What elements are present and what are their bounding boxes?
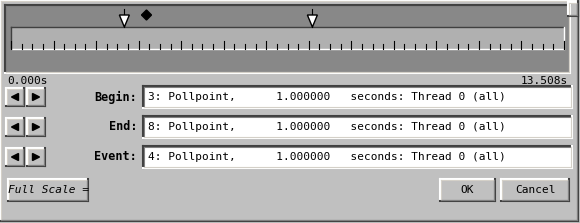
Bar [27, 118, 45, 136]
Text: 4: Pollpoint,      1.000000   seconds: Thread 0 (all): 4: Pollpoint, 1.000000 seconds: Thread 0… [148, 152, 506, 162]
Bar [440, 179, 495, 201]
Polygon shape [307, 15, 317, 27]
Text: 13.508s: 13.508s [521, 76, 568, 86]
Bar [6, 88, 24, 106]
Text: 8: Pollpoint,      1.000000   seconds: Thread 0 (all): 8: Pollpoint, 1.000000 seconds: Thread 0… [148, 122, 506, 132]
Bar [143, 146, 572, 168]
Polygon shape [12, 93, 19, 101]
Text: Full Scale =: Full Scale = [8, 185, 89, 195]
Polygon shape [32, 124, 39, 130]
Bar [6, 118, 24, 136]
Bar [568, 2, 578, 16]
Bar [143, 86, 572, 108]
Polygon shape [32, 93, 39, 101]
Bar [5, 5, 570, 73]
Bar [27, 148, 45, 166]
Text: End:: End: [108, 120, 137, 134]
Bar [501, 179, 569, 201]
Text: Event:: Event: [94, 151, 137, 163]
Bar [11, 27, 564, 49]
Polygon shape [119, 15, 129, 27]
Polygon shape [12, 124, 19, 130]
Bar [6, 148, 24, 166]
Text: Cancel: Cancel [515, 185, 555, 195]
Polygon shape [32, 153, 39, 161]
Bar [8, 179, 88, 201]
Polygon shape [12, 153, 19, 161]
Polygon shape [142, 10, 151, 20]
Text: Begin:: Begin: [94, 91, 137, 103]
Bar [27, 88, 45, 106]
Text: 0.000s: 0.000s [7, 76, 48, 86]
Text: 3: Pollpoint,      1.000000   seconds: Thread 0 (all): 3: Pollpoint, 1.000000 seconds: Thread 0… [148, 92, 506, 102]
Bar [143, 116, 572, 138]
Text: OK: OK [461, 185, 474, 195]
